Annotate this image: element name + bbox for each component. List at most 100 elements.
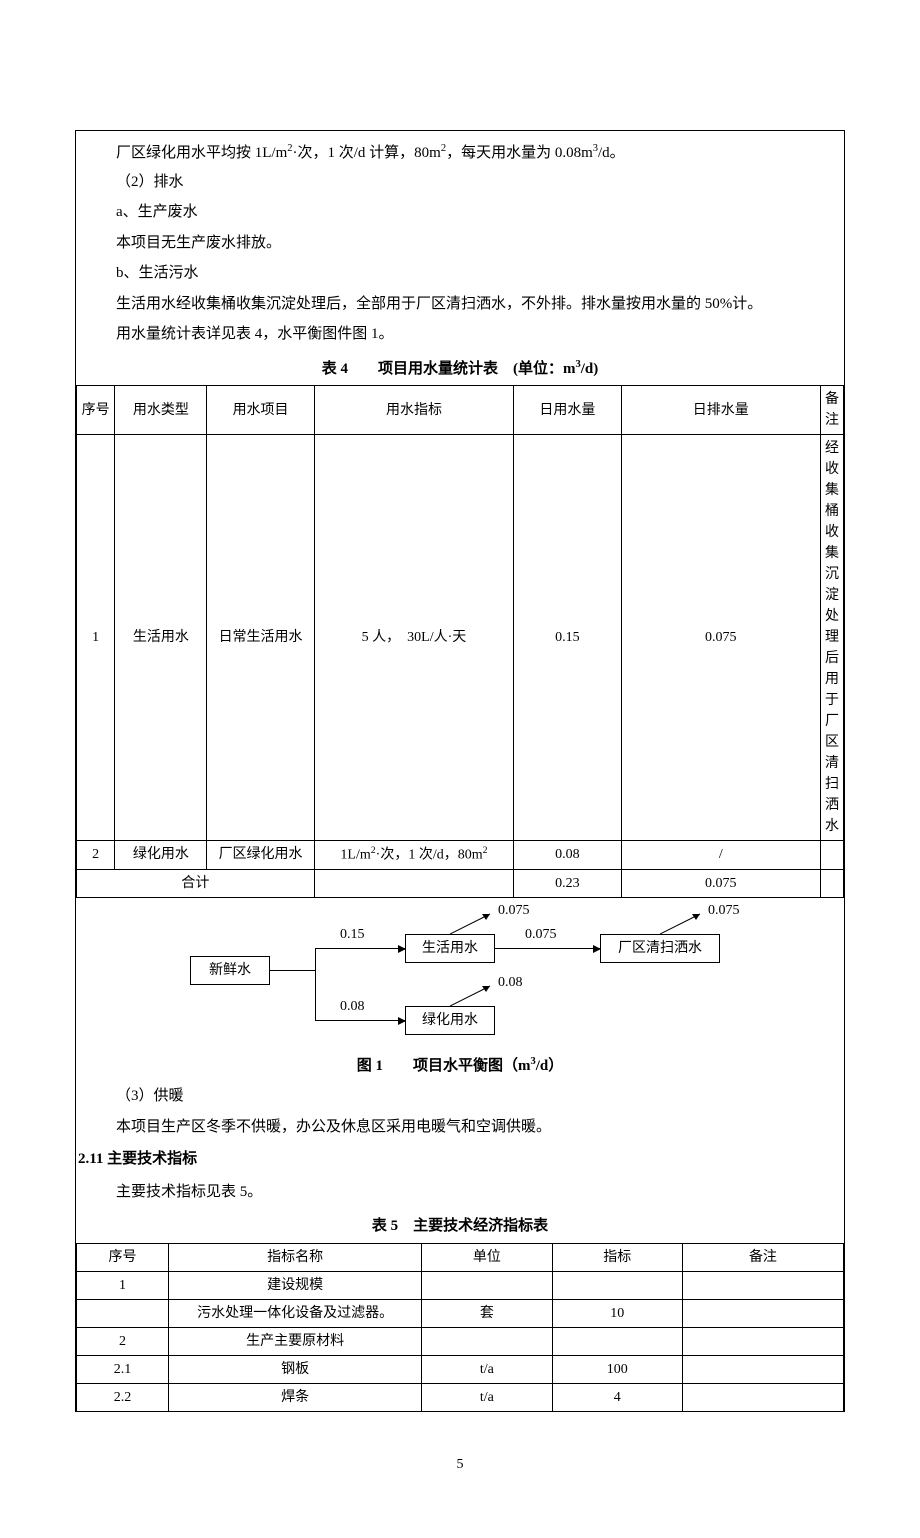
cell: 10 [552,1299,682,1327]
cell [682,1271,843,1299]
cell: 生产主要原材料 [169,1327,422,1355]
cell [552,1327,682,1355]
paragraph-life-water: 生活用水经收集桶收集沉淀处理后，全部用于厂区清扫洒水，不外排。排水量按用水量的 … [76,290,844,319]
text: ·次，1 次/d 计算，80m [293,145,441,161]
text: 厂区绿化用水平均按 1L/m [116,145,287,161]
node-clean-water: 厂区清扫洒水 [600,934,720,964]
cell: 日常生活用水 [207,435,314,841]
label-0075c: 0.075 [708,904,740,918]
th-value: 指标 [552,1243,682,1271]
cell: 0.15 [514,435,621,841]
cell [682,1299,843,1327]
cell [422,1271,552,1299]
cell: 1 [77,435,115,841]
cell [820,841,843,870]
paragraph-heating: 本项目生产区冬季不供暖，办公及休息区采用电暖气和空调供暖。 [76,1113,844,1142]
paragraph-drain-head: （2）排水 [76,168,844,197]
cell-total-label: 合计 [77,869,315,897]
cell: 污水处理一体化设备及过滤器。 [169,1299,422,1327]
cell: 经收集桶收集沉淀处理后用于厂区清扫洒水 [820,435,843,841]
table-row: 1 建设规模 [77,1271,844,1299]
table-row: 2.1 钢板 t/a 100 [77,1355,844,1383]
th-remark: 备注 [682,1243,843,1271]
table-row: 2.2 焊条 t/a 4 [77,1383,844,1411]
page-number: 5 [75,1452,845,1479]
cell: 生活用水 [115,435,207,841]
paragraph-see-table5: 主要技术指标见表 5。 [76,1178,844,1207]
paragraph-a-head: a、生产废水 [76,198,844,227]
table-row: 合计 0.23 0.075 [77,869,844,897]
th-remark: 备注 [820,386,843,435]
label-008: 0.08 [340,1000,365,1014]
cell: 2 [77,841,115,870]
cell: 0.08 [514,841,621,870]
text: /d。 [598,145,625,161]
th-daily-use: 日用水量 [514,386,621,435]
cell [682,1355,843,1383]
table-row: 2 绿化用水 厂区绿化用水 1L/m2·次，1 次/d，80m2 0.08 / [77,841,844,870]
cell: 建设规模 [169,1271,422,1299]
table4-caption: 表 4 项目用水量统计表 (单位：m3/d) [76,355,844,384]
table5-caption: 表 5 主要技术经济指标表 [76,1212,844,1241]
cell: 0.075 [621,435,820,841]
node-green-water: 绿化用水 [405,1006,495,1036]
table-row: 污水处理一体化设备及过滤器。 套 10 [77,1299,844,1327]
text: 图 1 项目水平衡图（m [357,1058,531,1074]
table-row: 序号 指标名称 单位 指标 备注 [77,1243,844,1271]
table-row: 序号 用水类型 用水项目 用水指标 日用水量 日排水量 备注 [77,386,844,435]
cell [314,869,513,897]
line [315,948,316,1020]
cell: 0.23 [514,869,621,897]
cell: t/a [422,1355,552,1383]
cell [682,1383,843,1411]
table-row: 2 生产主要原材料 [77,1327,844,1355]
line [270,970,315,971]
table-row: 1 生活用水 日常生活用水 5 人， 30L/人·天 0.15 0.075 经收… [77,435,844,841]
text: /d) [581,361,599,377]
cell: 1L/m2·次，1 次/d，80m2 [314,841,513,870]
cell: t/a [422,1383,552,1411]
section-2-11: 2.11 主要技术指标 [76,1145,844,1174]
cell [422,1327,552,1355]
node-life-water: 生活用水 [405,934,495,964]
figure1-caption: 图 1 项目水平衡图（m3/d） [76,1052,844,1081]
paragraph-greening: 厂区绿化用水平均按 1L/m2·次，1 次/d 计算，80m2，每天用水量为 0… [76,139,844,168]
paragraph-no-prod-waste: 本项目无生产废水排放。 [76,229,844,258]
cell: 套 [422,1299,552,1327]
text: ，每天用水量为 0.08m [446,145,593,161]
arrow-life-clean [495,948,600,949]
cell: 绿化用水 [115,841,207,870]
paragraph-see-table: 用水量统计表详见表 4，水平衡图件图 1。 [76,320,844,349]
cell: 焊条 [169,1383,422,1411]
paragraph-b-head: b、生活污水 [76,259,844,288]
label-0075b: 0.075 [525,928,557,942]
cell: 2.2 [77,1383,169,1411]
cell [552,1271,682,1299]
th-item: 用水项目 [207,386,314,435]
water-balance-diagram: 新鲜水 生活用水 绿化用水 厂区清扫洒水 0.15 0.08 0.075 0.0… [180,906,740,1046]
cell: 0.075 [621,869,820,897]
label-015: 0.15 [340,928,365,942]
th-name: 指标名称 [169,1243,422,1271]
cell: 100 [552,1355,682,1383]
cell [682,1327,843,1355]
text: 表 4 项目用水量统计表 (单位：m [322,361,576,377]
cell: 4 [552,1383,682,1411]
th-seq: 序号 [77,1243,169,1271]
cell [820,869,843,897]
label-0075a: 0.075 [498,904,530,918]
arrow-to-life [315,948,405,949]
cell: 厂区绿化用水 [207,841,314,870]
cell: 2 [77,1327,169,1355]
cell: 1 [77,1271,169,1299]
diagram-wrap: 新鲜水 生活用水 绿化用水 厂区清扫洒水 0.15 0.08 0.075 0.0… [76,906,844,1046]
table-tech-index: 序号 指标名称 单位 指标 备注 1 建设规模 污水处理一体化设备及过滤器。 套… [76,1243,844,1412]
th-unit: 单位 [422,1243,552,1271]
label-008b: 0.08 [498,976,523,990]
arrow-to-green [315,1020,405,1021]
node-fresh-water: 新鲜水 [190,956,270,986]
th-daily-drain: 日排水量 [621,386,820,435]
paragraph-heating-head: （3）供暖 [76,1082,844,1111]
content-frame: 厂区绿化用水平均按 1L/m 2 ·次，1 次/d 计算，80m 2 ，每天用水量为 0… [75,130,845,1412]
th-type: 用水类型 [115,386,207,435]
